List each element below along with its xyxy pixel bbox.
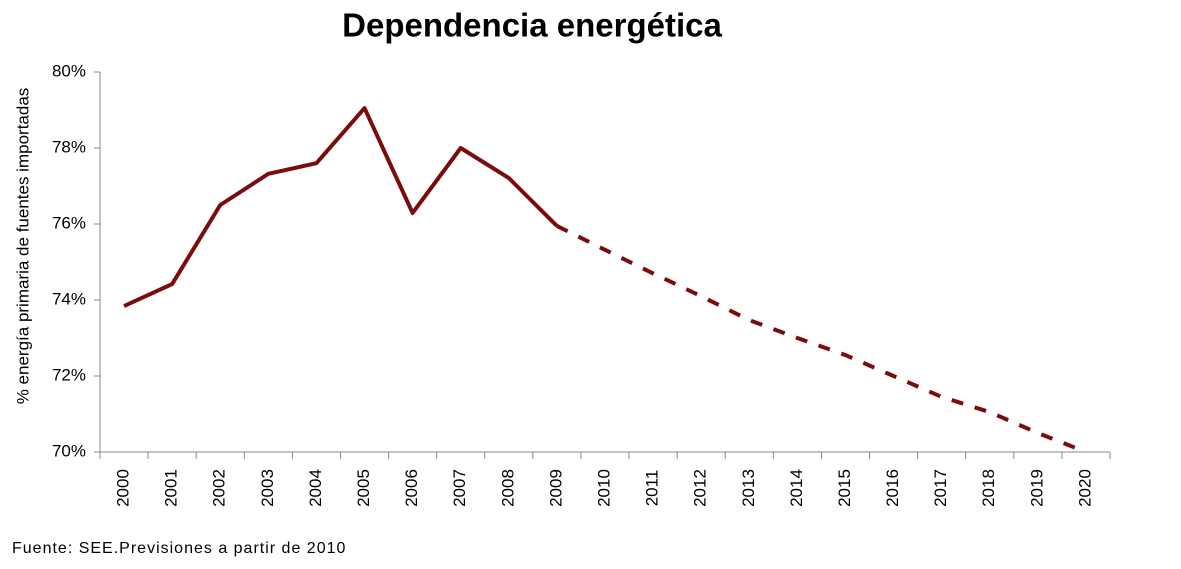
y-axis-label: % energía primaria de fuentes importadas	[13, 88, 32, 405]
y-tick-label: 72%	[52, 365, 86, 384]
x-tick-label: 2001	[162, 469, 181, 507]
x-tick-label: 2007	[450, 469, 469, 507]
y-tick-label: 70%	[52, 441, 86, 460]
x-tick-label: 2020	[1075, 469, 1094, 507]
x-tick-label: 2017	[931, 469, 950, 507]
series-line	[556, 224, 1087, 454]
x-tick-label: 2008	[498, 469, 517, 507]
x-tick-label: 2000	[114, 469, 133, 507]
x-tick-label: 2018	[979, 469, 998, 507]
x-tick-label: 2006	[402, 469, 421, 507]
x-tick-label: 2011	[643, 470, 662, 507]
series-line	[123, 106, 559, 308]
x-tick-label: 2009	[546, 469, 565, 507]
x-tick-label: 2012	[691, 469, 710, 507]
x-tick-label: 2019	[1027, 469, 1046, 507]
x-tick-label: 2013	[739, 469, 758, 507]
x-tick-label: 2002	[210, 469, 229, 507]
x-tick-label: 2016	[883, 469, 902, 507]
source-note: Fuente: SEE.Previsiones a partir de 2010	[12, 540, 346, 557]
y-tick-label: 78%	[52, 137, 86, 156]
x-tick-label: 2014	[787, 469, 806, 507]
y-tick-label: 76%	[52, 213, 86, 232]
y-tick-label: 74%	[52, 289, 86, 308]
chart-title: Dependencia energética	[342, 7, 722, 44]
x-tick-label: 2015	[835, 469, 854, 507]
x-tick-label: 2004	[306, 469, 325, 507]
x-tick-label: 2005	[354, 469, 373, 507]
x-tick-label: 2010	[594, 469, 613, 507]
y-tick-label: 80%	[52, 61, 86, 80]
x-tick-label: 2003	[258, 469, 277, 507]
